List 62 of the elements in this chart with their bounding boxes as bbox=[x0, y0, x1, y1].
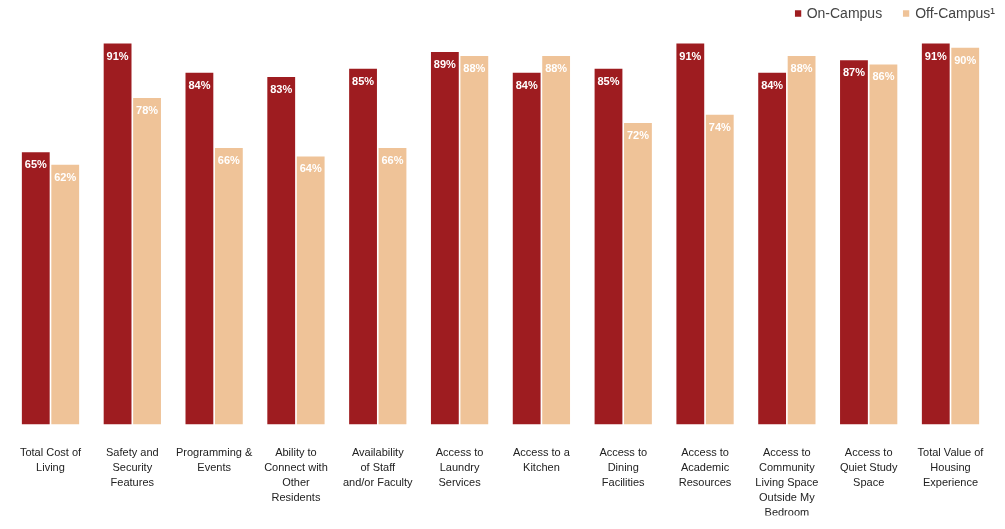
data-label: 85% bbox=[597, 74, 620, 87]
data-label: 91% bbox=[106, 49, 129, 62]
data-label: 86% bbox=[872, 70, 895, 83]
bar bbox=[624, 123, 652, 425]
bar bbox=[267, 77, 296, 425]
bar bbox=[378, 148, 407, 425]
data-label: 66% bbox=[217, 154, 241, 167]
x-tick-label: Programming & Events bbox=[175, 446, 254, 474]
data-label: 74% bbox=[708, 120, 731, 133]
data-label: 62% bbox=[54, 170, 77, 183]
data-label: 66% bbox=[381, 154, 404, 167]
data-label: 87% bbox=[842, 66, 866, 79]
bar bbox=[214, 148, 243, 425]
x-tick-label: Access to Academic Resources bbox=[678, 446, 732, 489]
bar bbox=[758, 72, 787, 425]
x-tick-label: Total Cost of Living bbox=[19, 446, 83, 474]
bar bbox=[542, 56, 571, 425]
x-tick-label: Access to a Kitchen bbox=[512, 446, 571, 474]
data-label: 90% bbox=[954, 53, 977, 66]
bar bbox=[951, 47, 980, 425]
bar bbox=[185, 72, 214, 425]
bar bbox=[460, 56, 489, 425]
data-label: 84% bbox=[188, 78, 211, 91]
data-label: 64% bbox=[299, 162, 322, 175]
bar bbox=[594, 68, 623, 425]
legend-label: Off-Campus¹ bbox=[915, 5, 995, 21]
bar bbox=[840, 60, 868, 425]
x-tick-label: Access to Dining Facilities bbox=[599, 446, 648, 489]
data-label: 72% bbox=[626, 129, 650, 142]
data-label: 89% bbox=[433, 57, 457, 70]
data-label: 84% bbox=[761, 78, 784, 91]
bar bbox=[787, 56, 816, 425]
bar bbox=[51, 164, 80, 425]
bar bbox=[133, 97, 161, 425]
data-label: 91% bbox=[924, 49, 947, 62]
bar bbox=[103, 43, 132, 425]
x-tick-label: Access to Quiet Study Space bbox=[839, 446, 898, 489]
bar bbox=[705, 114, 734, 425]
x-tick-label: Availability of Staff and/or Faculty bbox=[342, 446, 414, 489]
bar bbox=[676, 43, 705, 425]
x-tick-label: Safety and Security Features bbox=[106, 446, 159, 489]
bar bbox=[21, 152, 50, 425]
data-label: 78% bbox=[136, 103, 159, 116]
data-label: 65% bbox=[24, 158, 47, 171]
bar bbox=[296, 156, 325, 425]
data-label: 88% bbox=[545, 62, 568, 75]
data-label: 84% bbox=[515, 78, 538, 91]
bar bbox=[349, 68, 377, 425]
data-label: 85% bbox=[352, 74, 375, 87]
x-tick-label: Access to Laundry Services bbox=[435, 446, 484, 489]
bar bbox=[430, 51, 459, 425]
data-label: 88% bbox=[463, 62, 486, 75]
data-label: 83% bbox=[270, 83, 293, 96]
x-tick-label: Total Value of Housing Experience bbox=[917, 446, 985, 489]
data-label: 88% bbox=[790, 62, 813, 75]
bar bbox=[921, 43, 950, 425]
data-label: 91% bbox=[679, 49, 702, 62]
x-tick-label: Ability to Connect with Other Residents bbox=[264, 446, 328, 504]
legend-label: On-Campus bbox=[806, 5, 883, 21]
bar bbox=[869, 64, 898, 425]
x-tick-label: Access to Community Living Space Outside My Bedroom bbox=[755, 446, 819, 519]
bar bbox=[512, 72, 541, 425]
